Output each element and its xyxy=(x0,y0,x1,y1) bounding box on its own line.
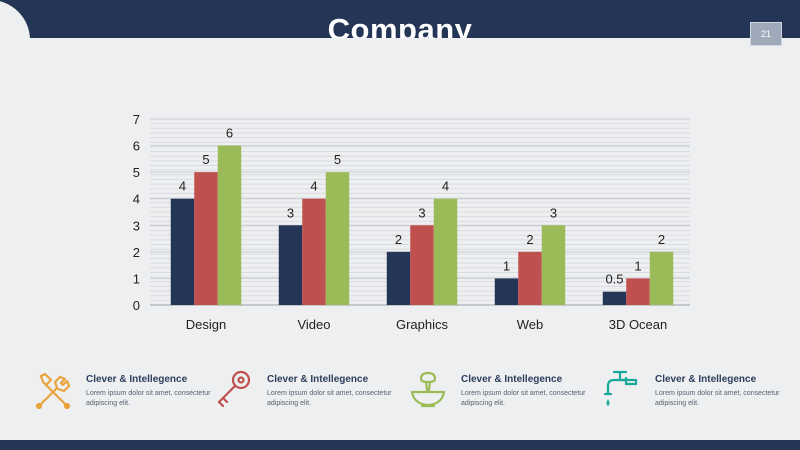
bar xyxy=(433,198,458,305)
bar xyxy=(278,225,303,305)
data-label: 6 xyxy=(226,126,233,141)
x-tick-label: Web xyxy=(517,317,544,332)
data-label: 2 xyxy=(526,232,533,247)
bar xyxy=(325,172,350,305)
y-tick-label: 7 xyxy=(133,112,140,127)
bar xyxy=(410,225,434,305)
bar xyxy=(494,278,519,305)
data-label: 0.5 xyxy=(605,272,623,287)
y-tick-label: 1 xyxy=(133,271,140,286)
data-label: 2 xyxy=(395,232,402,247)
feature-title: Clever & Intellegence xyxy=(267,374,369,385)
data-label: 1 xyxy=(634,258,641,273)
header-bar: Company xyxy=(0,0,800,38)
data-label: 4 xyxy=(310,179,317,194)
x-tick-label: 3D Ocean xyxy=(609,317,668,332)
faucet-icon xyxy=(603,370,638,406)
page-title: Company xyxy=(327,12,473,38)
feature-body: Lorem ipsum dolor sit amet, consectetur … xyxy=(461,390,586,407)
data-label: 3 xyxy=(418,205,425,220)
feature-body: Lorem ipsum dolor sit amet, consectetur … xyxy=(655,390,780,407)
data-label: 1 xyxy=(503,258,510,273)
bar xyxy=(626,278,650,305)
feature-title: Clever & Intellegence xyxy=(86,374,188,385)
x-tick-label: Video xyxy=(297,317,330,332)
bar-chart: 0 1 2 3 4 5 6 7 4 5 6 Design 3 4 5 Video 2 3 4 Graphics 1 2 3 W… xyxy=(133,112,690,332)
feature-title: Clever & Intellegence xyxy=(461,374,563,385)
bar xyxy=(541,225,566,305)
data-label: 3 xyxy=(287,205,294,220)
data-label: 2 xyxy=(658,232,665,247)
key-icon xyxy=(217,370,251,408)
bar xyxy=(194,172,218,305)
bar xyxy=(518,251,542,305)
footer-bar xyxy=(0,440,800,450)
feature-body: Lorem ipsum dolor sit amet, consectetur … xyxy=(267,390,392,407)
mortar-pestle-icon xyxy=(410,371,446,408)
bar xyxy=(217,145,242,305)
y-tick-label: 0 xyxy=(133,298,140,313)
x-tick-label: Graphics xyxy=(396,317,449,332)
y-tick-label: 4 xyxy=(133,192,140,207)
feature-title: Clever & Intellegence xyxy=(655,374,757,385)
data-label: 5 xyxy=(334,152,341,167)
y-tick-label: 3 xyxy=(133,218,140,233)
bar xyxy=(602,291,627,305)
feature-body: Lorem ipsum dolor sit amet, consectetur … xyxy=(86,390,211,407)
bar xyxy=(170,198,195,305)
bar xyxy=(302,198,326,305)
page-number-badge: 21 xyxy=(750,22,782,46)
data-label: 3 xyxy=(550,205,557,220)
tools-icon xyxy=(35,372,71,410)
data-label: 4 xyxy=(179,179,186,194)
x-tick-label: Design xyxy=(186,317,226,332)
y-tick-label: 5 xyxy=(133,165,140,180)
data-label: 4 xyxy=(442,179,449,194)
y-tick-label: 6 xyxy=(133,139,140,154)
data-label: 5 xyxy=(202,152,209,167)
bar xyxy=(649,251,674,305)
bar xyxy=(386,251,411,305)
y-tick-label: 2 xyxy=(133,245,140,260)
